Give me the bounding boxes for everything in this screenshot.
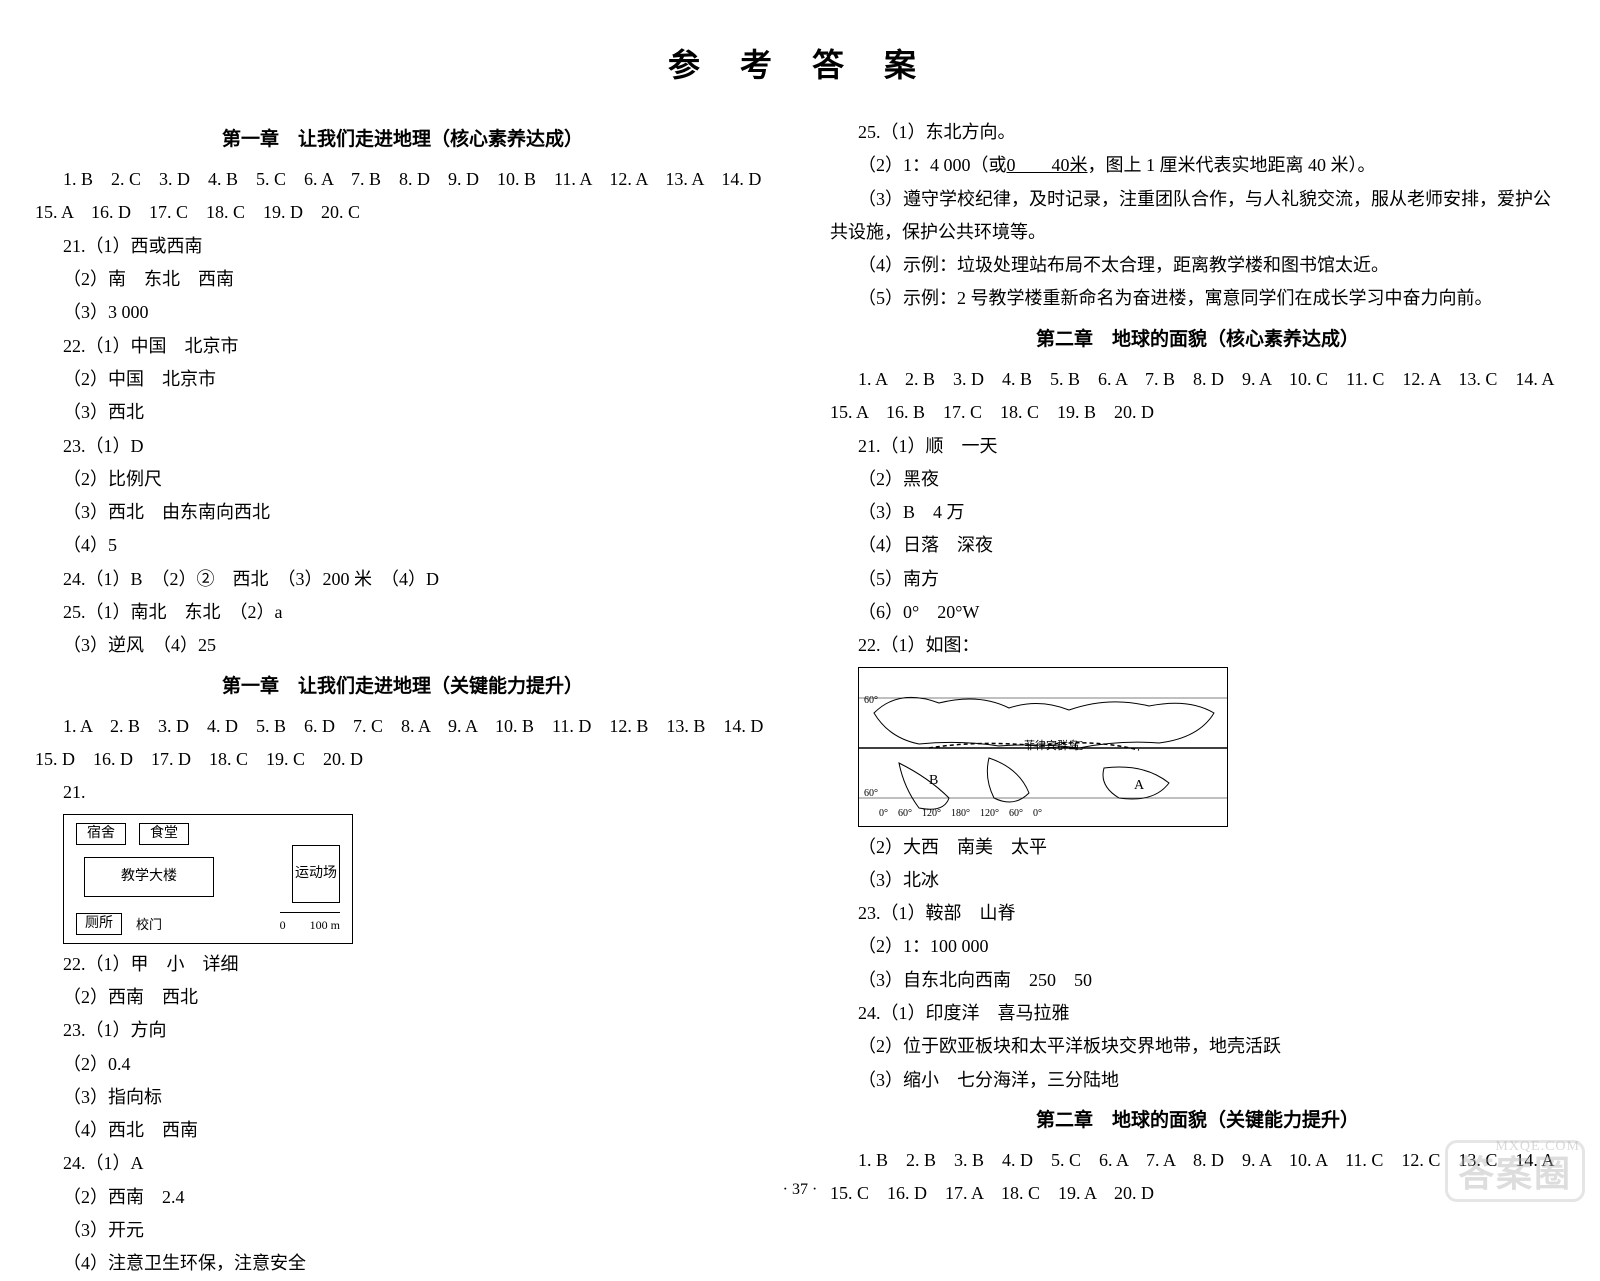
sec2-q22-1: 22.（1）甲 小 详细 — [35, 948, 770, 981]
sec2-q24-3: （3）开元 — [35, 1214, 770, 1247]
sec3-q21-5: （5）南方 — [830, 563, 1565, 596]
sec1-q22-1: 22.（1）中国 北京市 — [35, 330, 770, 363]
map-label-b: B — [929, 768, 938, 794]
sec1-q22-3: （3）西北 — [35, 396, 770, 429]
sec3-q21-4: （4）日落 深夜 — [830, 529, 1565, 562]
map-center-label: 菲律宾群岛 — [1024, 736, 1079, 756]
sec3-q24-1: 24.（1）印度洋 喜马拉雅 — [830, 997, 1565, 1030]
page-number: · 37 · — [783, 1181, 818, 1199]
section3-title: 第二章 地球的面貌（核心素养达成） — [830, 322, 1565, 357]
sec3-q23-3: （3）自东北向西南 250 50 — [830, 964, 1565, 997]
sec2-q23-4: （4）西北 西南 — [35, 1114, 770, 1147]
sec3-mc2: 15. A 16. B 17. C 18. C 19. B 20. D — [830, 396, 1565, 429]
world-map: 60° 60° 菲律宾群岛 A B C 0° 60° 120° 180° 120… — [858, 667, 1228, 827]
sec1-mc2: 15. A 16. D 17. C 18. C 19. D 20. C — [35, 196, 770, 229]
sec3-q22-1: 22.（1）如图： — [830, 629, 1565, 662]
school-diagram: 宿舍 食堂 教学大楼 运动场 厕所 校门 0 100 m — [63, 814, 353, 944]
left-column: 第一章 让我们走进地理（核心素养达成） 1. B 2. C 3. D 4. B … — [35, 116, 770, 1281]
sec3-q23-1: 23.（1）鞍部 山脊 — [830, 897, 1565, 930]
sec3-q21-2: （2）黑夜 — [830, 463, 1565, 496]
cont-q25-4: （4）示例：垃圾处理站布局不太合理，距离教学楼和图书馆太近。 — [830, 249, 1565, 282]
cont-q25-2: （2）1：4 000（或0 40米，图上 1 厘米代表实地距离 40 米）。 — [830, 149, 1565, 182]
sec1-q21-3: （3）3 000 — [35, 296, 770, 329]
map-lat-bot: 60° — [864, 785, 878, 804]
sec2-q24-4: （4）注意卫生环保，注意安全 — [35, 1247, 770, 1280]
diagram-playground: 运动场 — [292, 845, 340, 903]
sec2-q23-1: 23.（1）方向 — [35, 1014, 770, 1047]
sec1-mc1: 1. B 2. C 3. D 4. B 5. C 6. A 7. B 8. D … — [35, 163, 770, 196]
section1-title: 第一章 让我们走进地理（核心素养达成） — [35, 122, 770, 157]
page-title: 参 考 答 案 — [35, 40, 1565, 86]
map-label-a: A — [1134, 773, 1144, 799]
cont-q25-5: （5）示例：2 号教学楼重新命名为奋进楼，寓意同学们在成长学习中奋力向前。 — [830, 282, 1565, 315]
sec1-q24: 24.（1）B （2）② 西北 （3）200 米 （4）D — [35, 563, 770, 596]
sec3-q22-3: （3）北冰 — [830, 864, 1565, 897]
cont-q25-3: （3）遵守学校纪律，及时记录，注重团队合作，与人礼貌交流，服从老师安排，爱护公共… — [830, 183, 1565, 250]
sec1-q21-1: 21.（1）西或西南 — [35, 230, 770, 263]
sec2-q21: 21. — [35, 776, 770, 809]
sec2-q23-3: （3）指向标 — [35, 1081, 770, 1114]
sec2-mc2: 15. D 16. D 17. D 18. C 19. C 20. D — [35, 743, 770, 776]
columns-wrapper: 第一章 让我们走进地理（核心素养达成） 1. B 2. C 3. D 4. B … — [35, 116, 1565, 1281]
sec1-q23-4: （4）5 — [35, 529, 770, 562]
sec1-q25-2: （3）逆风 （4）25 — [35, 629, 770, 662]
diagram-teaching: 教学大楼 — [84, 857, 214, 897]
diagram-gate: 校门 — [136, 913, 162, 937]
diagram-scale: 0 100 m — [280, 912, 340, 936]
diagram-dorm: 宿舍 — [76, 823, 126, 845]
diagram-toilet: 厕所 — [76, 913, 122, 935]
sec1-q21-2: （2）南 东北 西南 — [35, 263, 770, 296]
sec3-q24-2: （2）位于欧亚板块和太平洋板块交界地带，地壳活跃 — [830, 1030, 1565, 1063]
cont-q25-1: 25.（1）东北方向。 — [830, 116, 1565, 149]
sec3-q21-6: （6）0° 20°W — [830, 596, 1565, 629]
sec1-q23-3: （3）西北 由东南向西北 — [35, 496, 770, 529]
sec2-mc1: 1. A 2. B 3. D 4. D 5. B 6. D 7. C 8. A … — [35, 710, 770, 743]
sec1-q25-1: 25.（1）南北 东北 （2）a — [35, 596, 770, 629]
sec1-q22-2: （2）中国 北京市 — [35, 363, 770, 396]
sec2-q24-2: （2）西南 2.4 — [35, 1181, 770, 1214]
right-column: 25.（1）东北方向。 （2）1：4 000（或0 40米，图上 1 厘米代表实… — [830, 116, 1565, 1281]
sec3-q21-3: （3）B 4 万 — [830, 496, 1565, 529]
map-label-c: C — [1074, 734, 1083, 760]
watermark-icon: 答案圈 — [1445, 1140, 1585, 1202]
sec2-q24-1: 24.（1）A — [35, 1147, 770, 1180]
map-lat-top: 60° — [864, 692, 878, 711]
section4-title: 第二章 地球的面貌（关键能力提升） — [830, 1103, 1565, 1138]
map-ticks: 0° 60° 120° 180° 120° 60° 0° — [879, 805, 1207, 824]
sec2-q22-2: （2）西南 西北 — [35, 981, 770, 1014]
sec3-q21-1: 21.（1）顺 一天 — [830, 430, 1565, 463]
sec3-q23-2: （2）1：100 000 — [830, 930, 1565, 963]
sec1-q23-2: （2）比例尺 — [35, 463, 770, 496]
diagram-canteen: 食堂 — [139, 823, 189, 845]
q25-2b: 0 40米 — [1007, 155, 1088, 175]
sec3-mc1: 1. A 2. B 3. D 4. B 5. B 6. A 7. B 8. D … — [830, 363, 1565, 396]
section2-title: 第一章 让我们走进地理（关键能力提升） — [35, 669, 770, 704]
sec2-q23-2: （2）0.4 — [35, 1048, 770, 1081]
q25-2a: （2）1：4 000（或 — [858, 155, 1007, 175]
sec1-q23-1: 23.（1）D — [35, 430, 770, 463]
sec3-q22-2: （2）大西 南美 太平 — [830, 831, 1565, 864]
q25-2c: ，图上 1 厘米代表实地距离 40 米）。 — [1088, 155, 1376, 175]
sec3-q24-3: （3）缩小 七分海洋，三分陆地 — [830, 1064, 1565, 1097]
